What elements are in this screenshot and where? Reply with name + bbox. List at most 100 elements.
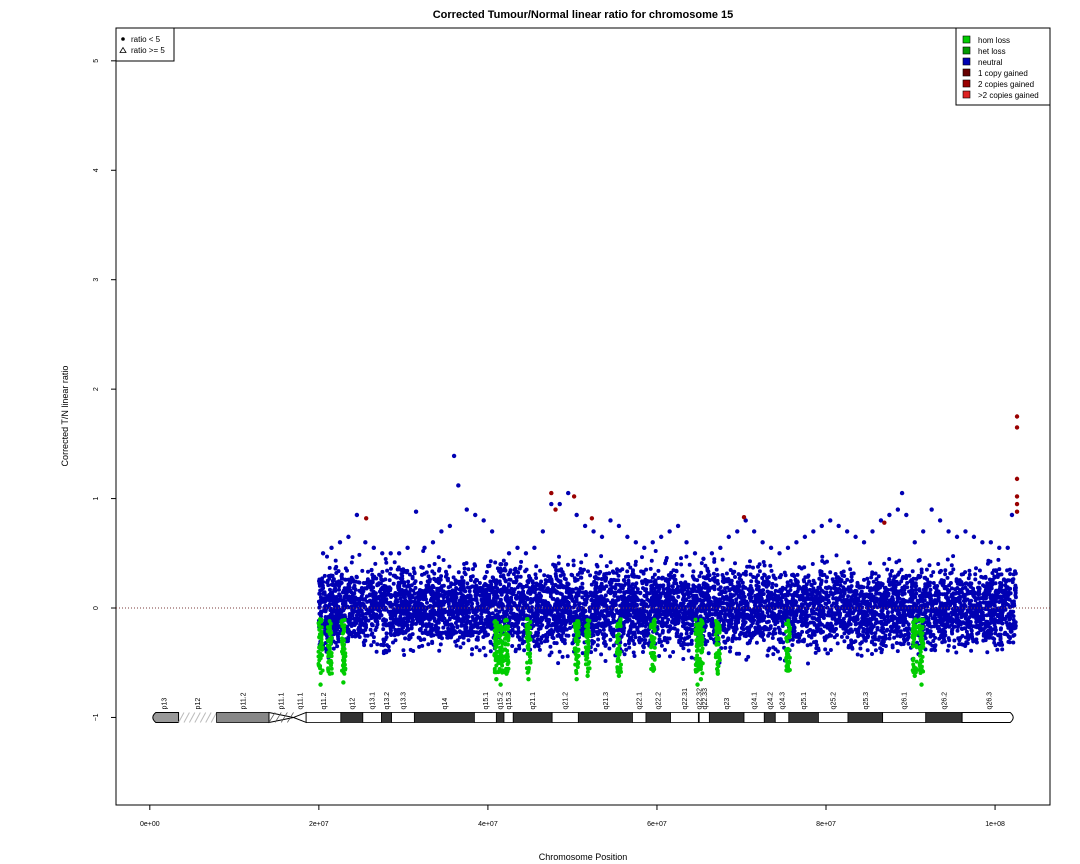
copy-number-legend-box bbox=[955, 27, 1051, 106]
point-1-15 bbox=[912, 673, 917, 679]
point-0-5 bbox=[363, 540, 368, 545]
point-0-66 bbox=[870, 529, 875, 534]
point-0-42 bbox=[667, 529, 672, 534]
chart-title: Corrected Tumour/Normal linear ratio for… bbox=[433, 9, 734, 21]
point-0-31 bbox=[574, 512, 579, 518]
point-0-37 bbox=[625, 534, 630, 540]
point-0-84 bbox=[1009, 512, 1015, 518]
point-1-4 bbox=[498, 682, 503, 687]
legend-label-3: 1 copy gained bbox=[978, 69, 1028, 78]
band-p11.2 bbox=[216, 712, 270, 723]
band-q25.2 bbox=[818, 712, 849, 723]
y-axis-label: Corrected T/N linear ratio bbox=[60, 366, 70, 467]
point-0-41 bbox=[658, 534, 664, 540]
symbol-legend-label-1: ratio >= 5 bbox=[131, 46, 165, 55]
point-0-14 bbox=[439, 529, 444, 534]
point-0-30 bbox=[566, 490, 571, 496]
point-2-8 bbox=[1014, 425, 1020, 430]
band-q26.3 bbox=[961, 711, 1014, 723]
band-q15.3 bbox=[503, 712, 514, 723]
neutral-point-cloud bbox=[316, 549, 1018, 666]
band-q26.1 bbox=[882, 712, 927, 723]
point-1-7 bbox=[574, 676, 579, 682]
point-2-4 bbox=[589, 516, 595, 521]
symbol-legend: ratio < 5 ratio >= 5 bbox=[115, 27, 175, 62]
point-0-36 bbox=[616, 523, 622, 529]
band-label-q22.31: q22.31 bbox=[682, 688, 689, 710]
point-2-7 bbox=[1014, 414, 1020, 419]
loss-point-cloud bbox=[316, 617, 926, 676]
point-0-20 bbox=[481, 518, 486, 523]
band-label-q13.1: q13.1 bbox=[370, 692, 377, 710]
point-0-63 bbox=[844, 529, 850, 534]
band-label-q11.2: q11.2 bbox=[321, 692, 328, 709]
legend-swatch-5 bbox=[962, 90, 971, 99]
point-0-72 bbox=[912, 540, 917, 545]
point-2-3 bbox=[571, 494, 577, 499]
point-2-6 bbox=[882, 520, 887, 525]
point-0-56 bbox=[785, 545, 791, 551]
point-0-74 bbox=[929, 507, 934, 512]
y-tick-label-1: 0 bbox=[93, 606, 100, 610]
band-label-q24.1: q24.1 bbox=[752, 692, 759, 710]
point-0-49 bbox=[726, 534, 732, 540]
band-label-q26.2: q26.2 bbox=[941, 692, 948, 710]
point-0-83 bbox=[1005, 545, 1010, 551]
x-axis-label: Chromosome Position bbox=[539, 852, 628, 862]
point-0-3 bbox=[346, 534, 351, 540]
point-0-58 bbox=[802, 534, 808, 540]
band-q25.3 bbox=[847, 712, 884, 723]
point-0-40 bbox=[650, 540, 655, 545]
point-0-81 bbox=[988, 540, 994, 545]
band-label-q22.33: q22.33 bbox=[702, 688, 709, 710]
point-1-3 bbox=[494, 676, 499, 682]
point-0-54 bbox=[768, 545, 774, 551]
band-label-q24.2: q24.2 bbox=[767, 692, 774, 710]
point-1-11 bbox=[695, 682, 700, 687]
point-0-65 bbox=[861, 540, 867, 545]
legend-swatch-4 bbox=[962, 79, 971, 88]
band-label-p11.2: p11.2 bbox=[240, 692, 247, 709]
band-q24.1 bbox=[743, 712, 765, 723]
x-tick-label-3: 6e+07 bbox=[647, 821, 667, 828]
band-label-q15.1: q15.1 bbox=[483, 692, 490, 710]
symbol-legend-dot bbox=[121, 37, 125, 41]
band-label-q26.1: q26.1 bbox=[902, 692, 909, 710]
point-0-13 bbox=[430, 540, 436, 545]
x-tick-label-0: 0e+00 bbox=[140, 821, 160, 828]
point-0-59 bbox=[811, 529, 816, 534]
point-0-17 bbox=[456, 483, 461, 488]
point-1-0 bbox=[318, 682, 323, 687]
band-label-q13.2: q13.2 bbox=[384, 692, 391, 710]
point-1-12 bbox=[698, 676, 704, 682]
point-0-71 bbox=[904, 512, 909, 518]
point-0-79 bbox=[971, 534, 977, 540]
band-q22.33 bbox=[698, 712, 710, 723]
data-points bbox=[318, 414, 1020, 687]
copy-number-legend: hom loss het loss neutral 1 copy gained 2 co… bbox=[955, 27, 1051, 106]
band-label-q26.3: q26.3 bbox=[987, 692, 994, 710]
point-2-11 bbox=[1014, 501, 1020, 507]
band-q21.3 bbox=[577, 712, 633, 723]
point-0-78 bbox=[963, 529, 968, 534]
point-0-52 bbox=[751, 529, 757, 534]
point-0-51 bbox=[743, 518, 748, 523]
point-0-44 bbox=[684, 540, 689, 545]
band-q25.1 bbox=[788, 712, 819, 723]
point-0-77 bbox=[954, 534, 960, 540]
band-label-q24.3: q24.3 bbox=[780, 692, 787, 710]
band-label-q15.3: q15.3 bbox=[506, 692, 513, 710]
point-0-38 bbox=[633, 540, 639, 545]
point-0-76 bbox=[946, 529, 951, 534]
point-1-9 bbox=[616, 673, 622, 679]
band-label-q22.1: q22.1 bbox=[637, 692, 644, 710]
legend-label-0: hom loss bbox=[978, 36, 1010, 45]
band-q15.1 bbox=[473, 712, 497, 723]
point-0-68 bbox=[887, 512, 892, 518]
point-0-10 bbox=[405, 545, 410, 551]
band-label-q21.2: q21.2 bbox=[563, 692, 570, 710]
band-q22.31 bbox=[670, 712, 699, 723]
point-0-18 bbox=[464, 507, 469, 512]
point-0-27 bbox=[540, 529, 546, 534]
